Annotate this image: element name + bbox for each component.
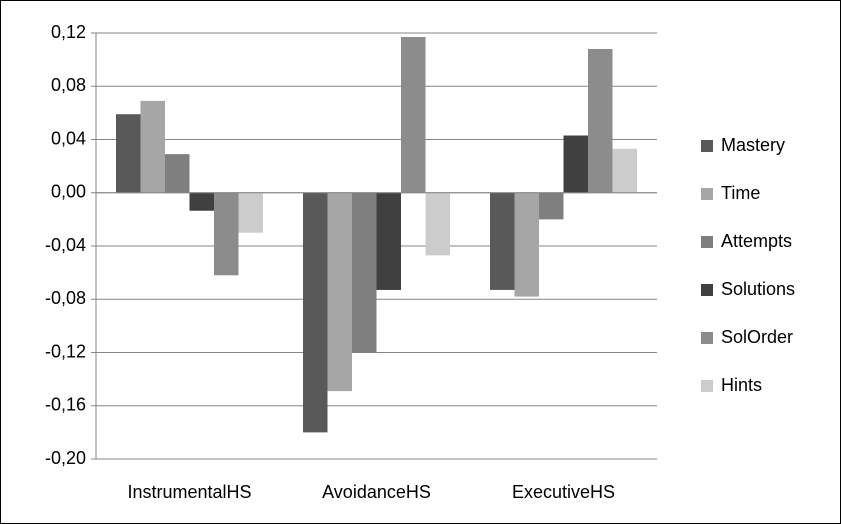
- y-tick-label: -0,12: [45, 341, 86, 361]
- legend-label: Hints: [721, 375, 762, 395]
- legend-swatch: [701, 380, 713, 392]
- bar: [214, 192, 239, 276]
- bar: [539, 192, 564, 220]
- bar: [116, 114, 141, 193]
- bar: [238, 192, 263, 233]
- legend-swatch: [701, 284, 713, 296]
- legend-label: Attempts: [721, 231, 792, 251]
- x-tick-label: InstrumentalHS: [127, 482, 251, 502]
- legend-swatch: [701, 140, 713, 152]
- y-tick-label: -0,04: [45, 235, 86, 255]
- legend-label: SolOrder: [721, 327, 793, 347]
- bar: [327, 192, 352, 392]
- y-tick-label: 0,04: [51, 128, 86, 148]
- bar: [588, 48, 613, 193]
- bar: [189, 192, 214, 211]
- bar: [612, 148, 637, 193]
- y-tick-label: -0,08: [45, 288, 86, 308]
- legend-swatch: [701, 188, 713, 200]
- y-tick-label: 0,12: [51, 22, 86, 42]
- bar: [425, 192, 450, 256]
- bar: [514, 192, 539, 297]
- legend-label: Mastery: [721, 135, 785, 155]
- legend-label: Time: [721, 183, 760, 203]
- x-tick-label: ExecutiveHS: [512, 482, 615, 502]
- bar: [165, 154, 190, 193]
- x-tick-label: AvoidanceHS: [322, 482, 431, 502]
- bar: [563, 135, 588, 193]
- legend-label: Solutions: [721, 279, 795, 299]
- bar: [401, 36, 426, 193]
- legend-swatch: [701, 236, 713, 248]
- y-tick-label: -0,20: [45, 448, 86, 468]
- bar: [352, 192, 377, 353]
- bar: [376, 192, 401, 290]
- bar: [303, 192, 328, 433]
- y-tick-label: 0,00: [51, 182, 86, 202]
- legend-swatch: [701, 332, 713, 344]
- bar: [490, 192, 515, 290]
- bar: [140, 100, 165, 193]
- y-tick-label: 0,08: [51, 75, 86, 95]
- y-tick-label: -0,16: [45, 395, 86, 415]
